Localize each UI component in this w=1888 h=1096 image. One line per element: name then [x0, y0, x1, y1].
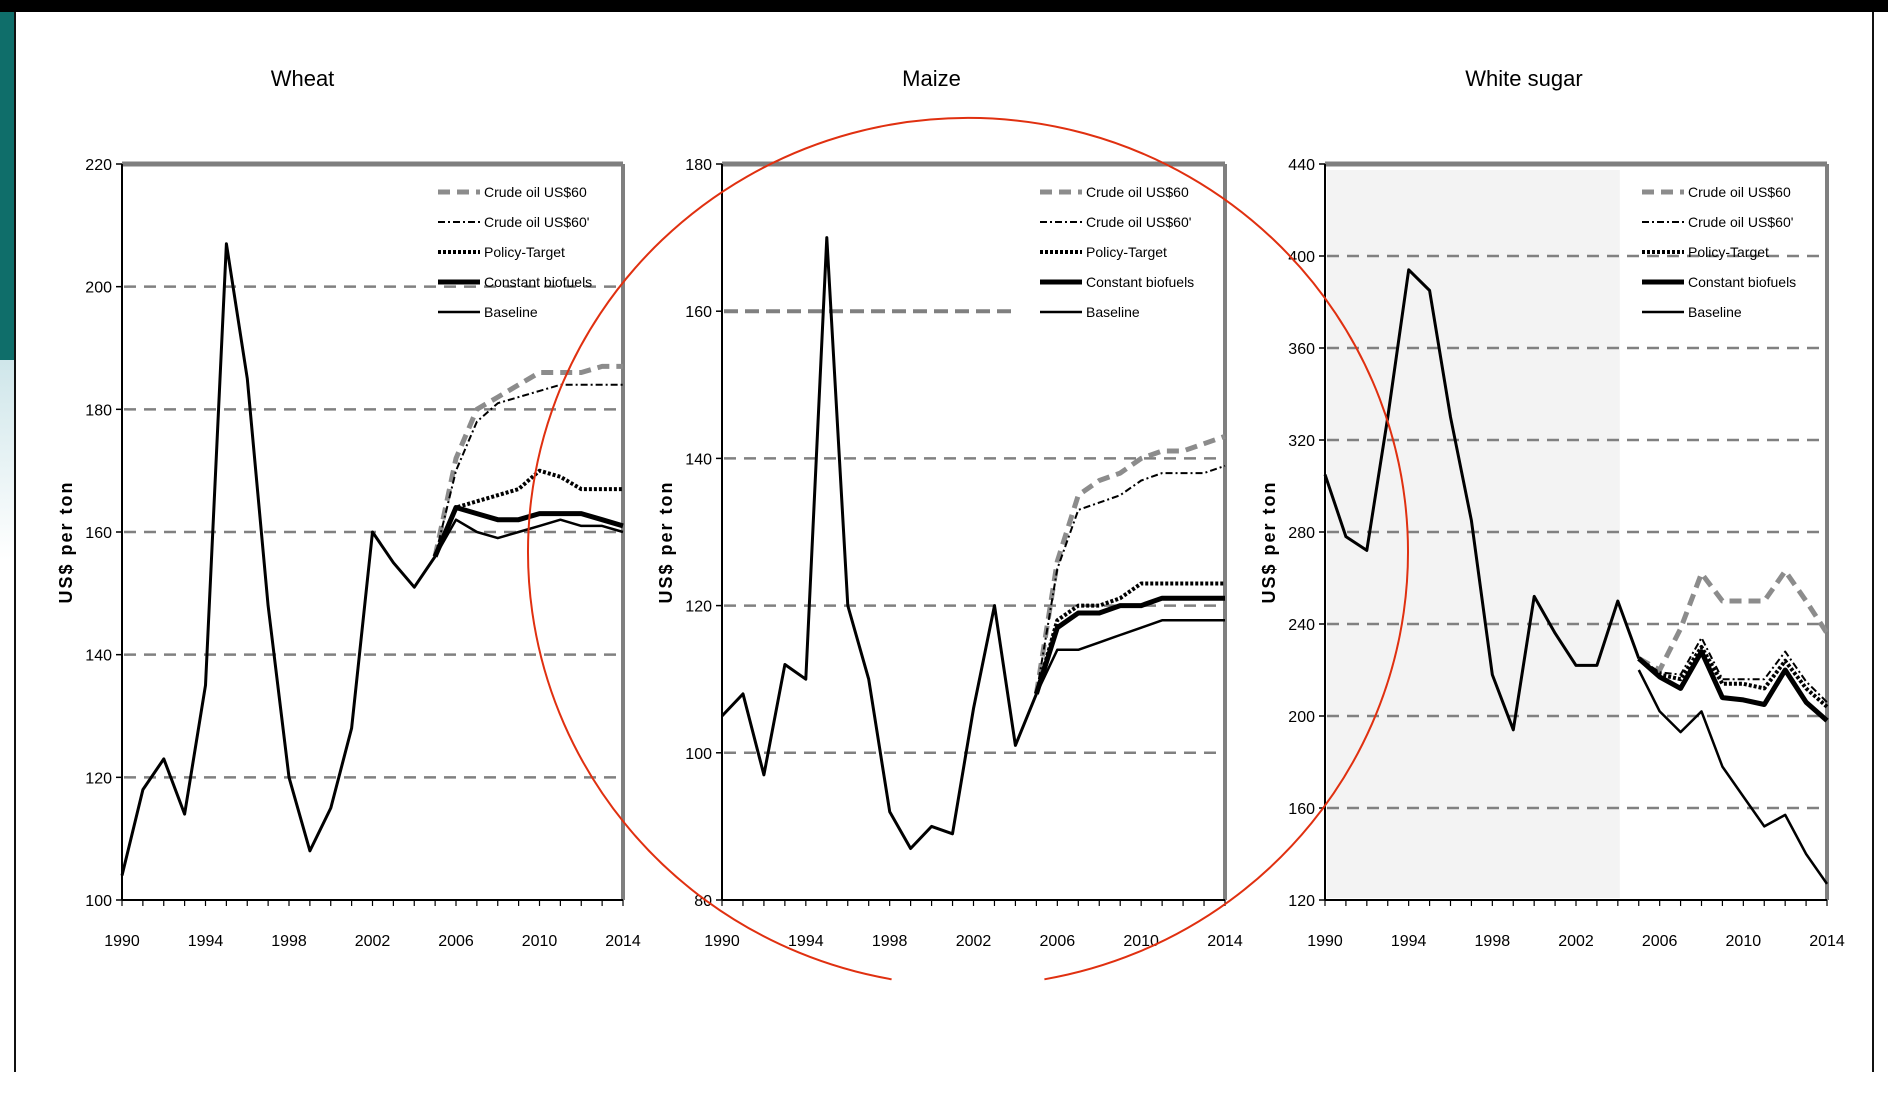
y-tick-label: 320: [1288, 433, 1315, 450]
chart-wheat: 100 120 140 160 180 200 220 1990 1994 1998 2002 200…: [56, 66, 641, 950]
chart-title: White sugar: [1465, 66, 1582, 91]
series-line-policy-target: [433, 468, 623, 558]
y-tick-label: 80: [694, 893, 712, 910]
x-tick-label: 2014: [1207, 933, 1243, 950]
legend: Crude oil US$60 Crude oil US$60' Policy-Ta…: [1642, 184, 1796, 320]
y-axis-label: US$ per ton: [56, 480, 76, 603]
x-tick-label: 1990: [1307, 933, 1343, 950]
x-tick-label: 1990: [704, 933, 740, 950]
legend-label-crude-oil-us-60: Crude oil US$60: [1086, 184, 1189, 200]
series-line-crude-oil-us-60: [1035, 464, 1226, 695]
chart-title: Maize: [902, 66, 961, 91]
series-line-crude-oil-us-60: [1638, 636, 1828, 703]
y-tick-label: 120: [85, 770, 112, 787]
y-tick-label: 180: [85, 402, 112, 419]
x-tick-label: 1994: [1391, 933, 1427, 950]
legend-label-crude-oil-us-60: Crude oil US$60: [484, 184, 587, 200]
y-tick-label: 160: [1288, 801, 1315, 818]
legend-label-crude-oil-us-60: Crude oil US$60': [1086, 214, 1191, 230]
y-tick-label: 100: [85, 893, 112, 910]
legend-label-crude-oil-us-60: Crude oil US$60': [484, 214, 589, 230]
y-tick-label: 280: [1288, 525, 1315, 542]
x-tick-label: 1990: [104, 933, 140, 950]
x-tick-label: 1998: [271, 933, 307, 950]
chart-maize: 80 100 120 140 160 180 1990 1994 1998 2002 2006 201…: [656, 66, 1243, 950]
y-tick-label: 440: [1288, 157, 1315, 174]
y-tick-label: 140: [685, 451, 712, 468]
legend-label-crude-oil-us-60: Crude oil US$60: [1688, 184, 1791, 200]
series-line-history: [720, 236, 1038, 850]
x-tick-label: 2010: [1726, 933, 1762, 950]
legend-label-baseline: Baseline: [1688, 304, 1742, 320]
legend-label-constant-biofuels: Constant biofuels: [484, 274, 592, 290]
x-tick-label: 2010: [1123, 933, 1159, 950]
y-tick-label: 160: [85, 525, 112, 542]
left-accent-fade: [0, 360, 14, 560]
series-line-constant-biofuels: [1637, 649, 1829, 723]
x-tick-label: 2014: [1809, 933, 1845, 950]
y-tick-label: 120: [685, 599, 712, 616]
y-tick-label: 220: [85, 157, 112, 174]
series-line-crude-oil-us-60: [1033, 433, 1226, 695]
legend: Crude oil US$60 Crude oil US$60' Policy-Ta…: [438, 184, 592, 320]
y-tick-label: 180: [685, 157, 712, 174]
frame-right-edge: [1872, 12, 1874, 1072]
top-border: [0, 0, 1888, 12]
series-line-policy-target: [1637, 645, 1829, 709]
legend: Crude oil US$60 Crude oil US$60' Policy-Ta…: [1040, 184, 1194, 320]
y-tick-label: 100: [685, 746, 712, 763]
x-tick-label: 2014: [605, 933, 641, 950]
x-tick-label: 1994: [788, 933, 824, 950]
x-tick-label: 2002: [956, 933, 992, 950]
x-tick-label: 1994: [188, 933, 224, 950]
x-tick-label: 2002: [355, 933, 391, 950]
x-tick-label: 1998: [872, 933, 908, 950]
series-line-crude-oil-us-60: [434, 383, 623, 557]
series-line-baseline: [1637, 669, 1829, 885]
x-tick-label: 1998: [1475, 933, 1511, 950]
x-tick-label: 2006: [1040, 933, 1076, 950]
legend-label-baseline: Baseline: [484, 304, 538, 320]
series-line-history: [120, 242, 437, 876]
series-line-crude-oil-us-60: [432, 363, 623, 558]
legend-label-policy-target: Policy-Target: [1688, 244, 1769, 260]
legend-label-constant-biofuels: Constant biofuels: [1688, 274, 1796, 290]
series-line-baseline: [1035, 619, 1225, 695]
y-axis-label: US$ per ton: [1259, 480, 1279, 603]
y-tick-label: 200: [85, 280, 112, 297]
y-axis-label: US$ per ton: [656, 480, 676, 603]
series-line-history: [1323, 268, 1641, 732]
y-tick-label: 240: [1288, 617, 1315, 634]
y-tick-label: 200: [1288, 709, 1315, 726]
legend-label-policy-target: Policy-Target: [1086, 244, 1167, 260]
x-tick-label: 2006: [438, 933, 474, 950]
legend-label-baseline: Baseline: [1086, 304, 1140, 320]
legend-label-constant-biofuels: Constant biofuels: [1086, 274, 1194, 290]
legend-label-crude-oil-us-60: Crude oil US$60': [1688, 214, 1793, 230]
x-tick-label: 2010: [522, 933, 558, 950]
series-line-constant-biofuels: [1034, 595, 1225, 695]
frame-left-edge: [14, 12, 16, 1072]
annotation-circle: [527, 116, 1409, 981]
x-tick-label: 2002: [1558, 933, 1594, 950]
series-line-crude-oil-us-60: [1637, 568, 1830, 673]
chart-title: Wheat: [271, 66, 335, 91]
y-tick-label: 140: [85, 648, 112, 665]
y-tick-label: 120: [1288, 893, 1315, 910]
y-tick-label: 360: [1288, 341, 1315, 358]
x-tick-label: 2006: [1642, 933, 1678, 950]
y-tick-label: 160: [685, 304, 712, 321]
legend-label-policy-target: Policy-Target: [484, 244, 565, 260]
